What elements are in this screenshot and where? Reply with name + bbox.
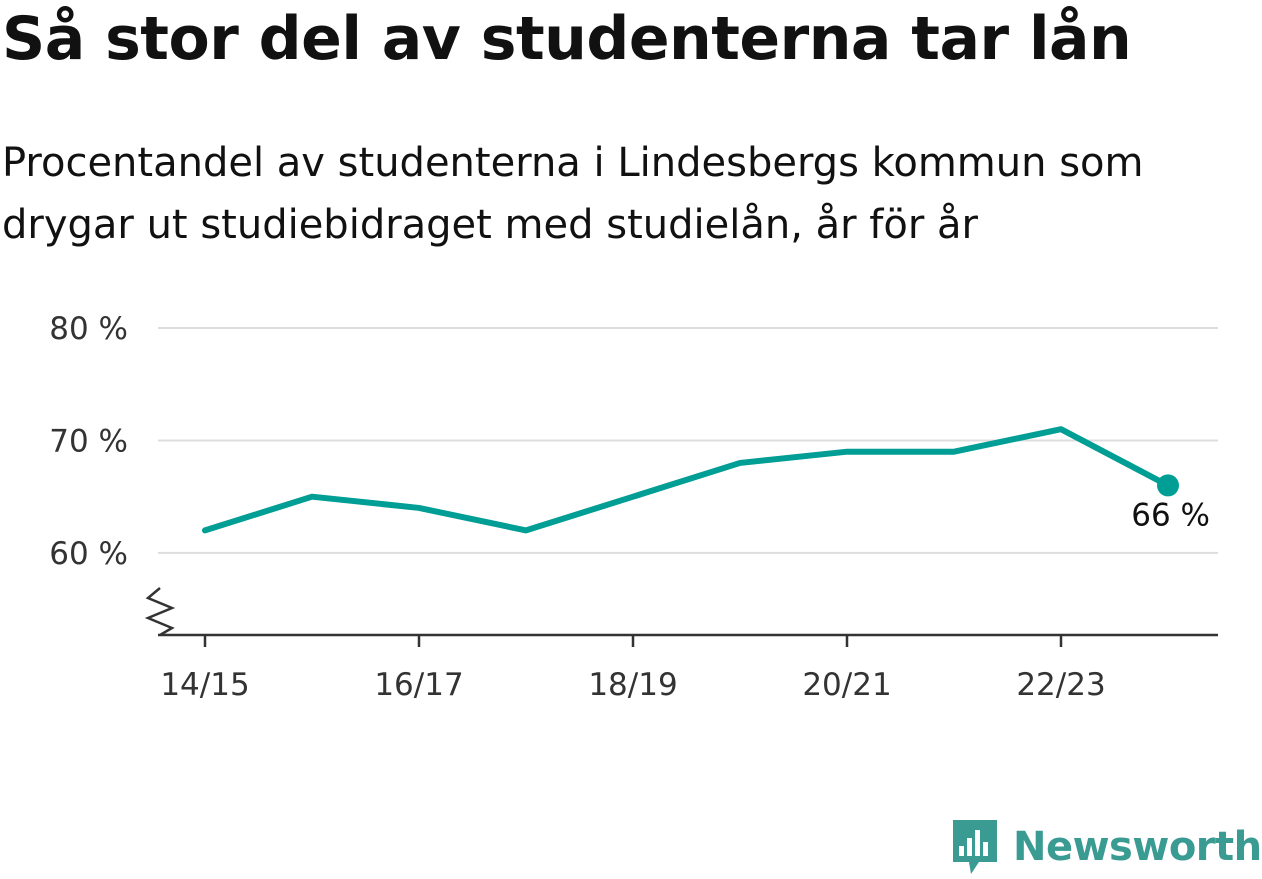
axis-break-icon	[144, 587, 176, 637]
y-tick-label: 80 %	[49, 311, 128, 347]
x-tick-label: 16/17	[374, 667, 463, 703]
gridlines	[158, 327, 1218, 554]
brand-logo: Newsworthy	[951, 818, 1262, 876]
series-line	[202, 426, 1171, 534]
series-end-point	[1157, 474, 1179, 497]
y-tick-label: 70 %	[49, 423, 128, 459]
y-axis-labels: 60 % 70 % 80 %	[49, 311, 128, 572]
x-axis-labels: 14/15 16/17 18/19 20/21 22/23	[160, 667, 1105, 703]
x-tick-label: 14/15	[160, 667, 249, 703]
chart-title: Så stor del av studenterna tar lån	[2, 4, 1132, 74]
chart-subtitle: Procentandel av studenterna i Lindesberg…	[2, 140, 1144, 248]
x-tick-label: 20/21	[802, 667, 891, 703]
x-tick-label: 18/19	[588, 667, 677, 703]
series-layer: 66 %	[202, 426, 1210, 534]
x-axis	[144, 587, 1218, 647]
brand-name: Newsworthy	[1013, 824, 1262, 870]
newsworthy-logo-icon	[953, 820, 997, 874]
x-tick-label: 22/23	[1016, 667, 1105, 703]
end-value-label: 66 %	[1131, 497, 1210, 533]
y-tick-label: 60 %	[49, 536, 128, 572]
